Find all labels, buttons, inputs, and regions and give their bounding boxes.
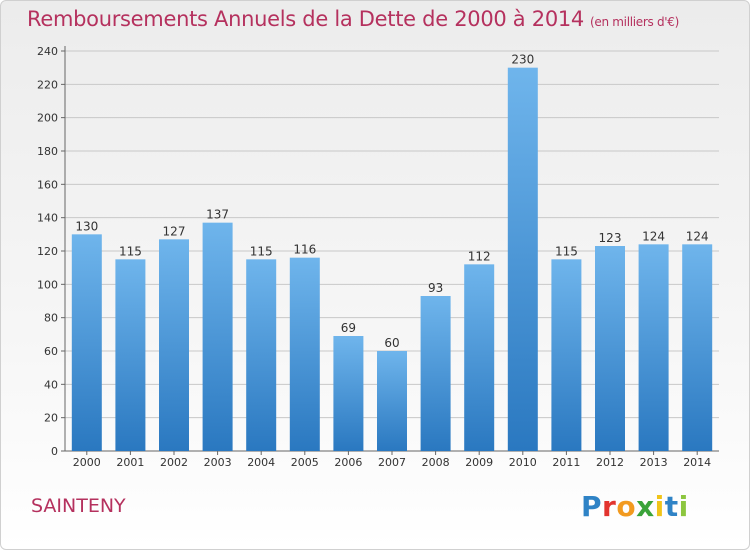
bar [202,222,233,451]
bar-value-label: 124 [642,229,665,243]
y-tick-label: 140 [37,212,58,225]
bar [71,234,102,451]
y-tick-label: 240 [37,45,58,58]
x-tick-label: 2010 [509,456,537,469]
bar [377,351,407,451]
chart-unit: (en milliers d'€) [590,15,680,29]
bar [638,244,669,451]
x-tick-label: 2007 [378,456,406,469]
x-tick-label: 2008 [422,456,450,469]
chart-title-text: Remboursements Annuels de la Dette de 20… [27,7,584,31]
logo-letter: x [636,490,655,523]
logo-letter: i [654,490,665,523]
x-tick-label: 2012 [596,456,624,469]
y-tick-label: 40 [44,378,58,391]
bar-value-label: 115 [250,244,273,258]
x-tick-label: 2001 [116,456,144,469]
logo-letter: r [602,490,617,523]
bar [420,296,451,451]
bar-value-label: 115 [119,244,142,258]
y-tick-label: 180 [37,145,58,158]
bar-value-label: 123 [599,231,622,245]
x-tick-label: 2004 [247,456,275,469]
bar-value-label: 127 [163,224,186,238]
y-tick-label: 60 [44,345,58,358]
logo-letter: P [581,490,603,523]
y-tick-label: 80 [44,312,58,325]
y-tick-label: 120 [37,245,58,258]
x-tick-label: 2000 [73,456,101,469]
commune-name: SAINTENY [31,495,126,517]
logo-letter: t [664,490,679,523]
bar-value-label: 60 [384,336,399,350]
proxiti-logo: Proxiti [581,490,689,523]
bar [682,244,713,451]
bar [464,264,495,451]
bar [246,259,277,451]
x-tick-label: 2006 [334,456,362,469]
y-tick-label: 100 [37,278,58,291]
x-tick-label: 2009 [465,456,493,469]
bar [551,259,582,451]
y-tick-label: 20 [44,412,58,425]
bar [159,239,189,451]
x-tick-label: 2014 [683,456,711,469]
logo-letter: o [616,490,637,523]
y-tick-label: 160 [37,178,58,191]
y-tick-label: 200 [37,112,58,125]
bar-value-label: 115 [555,244,578,258]
bar [333,336,364,451]
y-tick-label: 0 [51,445,58,458]
bar-value-label: 69 [341,321,356,335]
y-tick-label: 220 [37,78,58,91]
bar-value-label: 116 [293,243,316,257]
x-tick-label: 2013 [640,456,668,469]
chart-title: Remboursements Annuels de la Dette de 20… [27,7,679,31]
x-tick-label: 2005 [291,456,319,469]
bar-value-label: 230 [511,53,534,67]
bar-value-label: 137 [206,208,229,222]
x-tick-label: 2003 [204,456,232,469]
logo-letter: i [678,490,689,523]
bar [289,257,320,451]
bar-value-label: 112 [468,249,491,263]
bar-value-label: 124 [686,229,709,243]
bar-value-label: 130 [75,219,98,233]
bar [507,67,538,452]
bar-value-label: 93 [428,281,443,295]
bar [595,246,625,451]
x-tick-label: 2002 [160,456,188,469]
x-tick-label: 2011 [552,456,580,469]
bar [115,259,146,451]
